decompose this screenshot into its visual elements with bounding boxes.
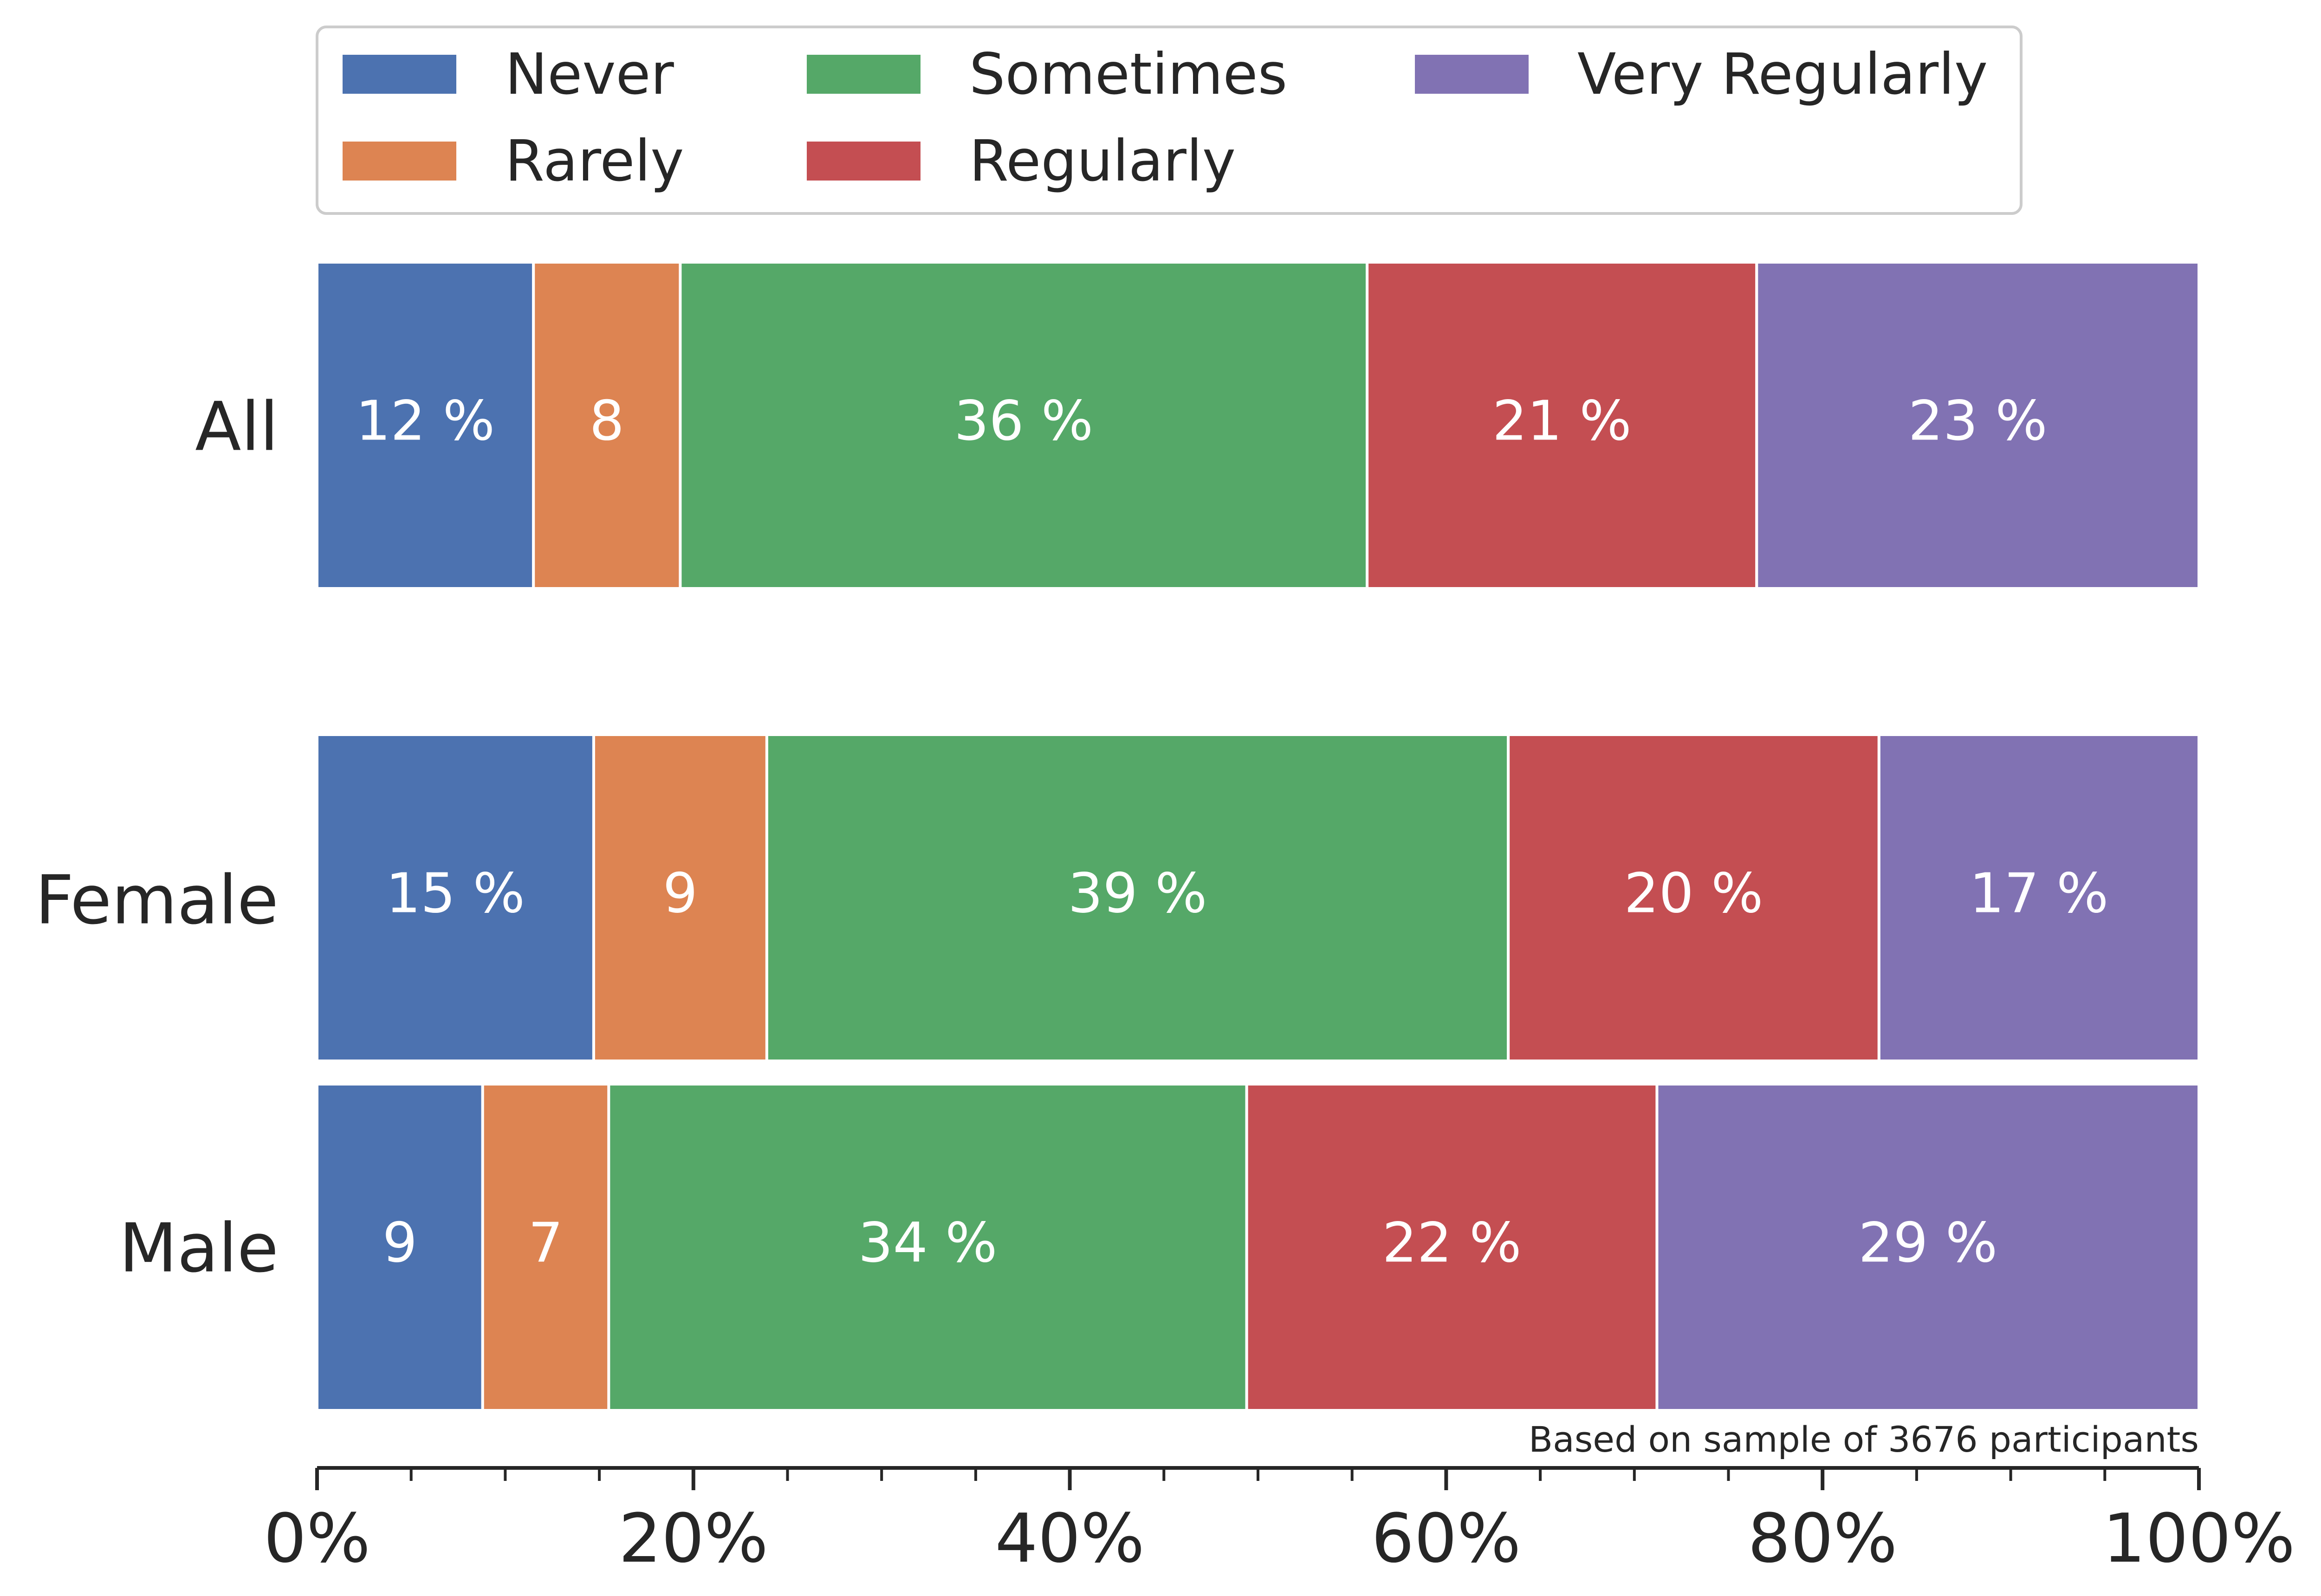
x-tick-label-100: 100% — [2103, 1499, 2295, 1578]
data-label-male-regularly: 22 % — [1382, 1211, 1522, 1275]
sample-note: Based on sample of 3676 participants — [1529, 1419, 2199, 1460]
bar-row-male: 9 7 34 % 22 % 29 % — [316, 1083, 2200, 1412]
data-label-male-sometimes: 34 % — [858, 1211, 998, 1275]
bar-segment-all-sometimes — [679, 261, 1369, 590]
legend-label-sometimes: Sometimes — [969, 41, 1287, 107]
bar-segment-all-regularly — [1366, 261, 1758, 590]
bar-segment-male-very-regularly — [1655, 1083, 2200, 1412]
bar-row-female: 15 % 9 39 % 20 % 17 % — [316, 733, 2201, 1062]
data-label-female-never: 15 % — [386, 861, 525, 925]
legend-swatch-sometimes — [807, 55, 921, 94]
legend-swatch-regularly — [807, 142, 921, 181]
x-tick-label-60: 60% — [1371, 1499, 1521, 1578]
legend-label-very-regularly: Very Regularly — [1577, 41, 1988, 107]
bar-segment-female-rarely — [592, 733, 768, 1062]
bar-segment-all-never — [316, 261, 535, 590]
data-label-female-rarely: 9 — [663, 861, 698, 925]
legend-frame — [316, 26, 2023, 215]
category-label-male: Male — [119, 1209, 279, 1288]
x-tick-label-80: 80% — [1748, 1499, 1897, 1578]
bar-segment-female-regularly — [1507, 733, 1880, 1062]
category-label-all: All — [195, 388, 279, 466]
legend-swatch-never — [343, 55, 456, 94]
bar-segment-all-rarely — [532, 261, 682, 590]
data-label-all-rarely: 8 — [590, 389, 624, 453]
category-label-female: Female — [35, 861, 279, 940]
bar-segment-female-sometimes — [765, 733, 1510, 1062]
legend: Never Rarely Sometimes Regularly Very Regula… — [316, 26, 2023, 215]
data-label-all-never: 12 % — [356, 389, 495, 453]
data-label-female-sometimes: 39 % — [1068, 861, 1207, 925]
data-label-all-regularly: 21 % — [1492, 389, 1632, 453]
legend-swatch-very-regularly — [1415, 55, 1529, 94]
bar-segment-male-never — [316, 1083, 484, 1412]
data-label-female-regularly: 20 % — [1624, 861, 1763, 925]
bar-segment-male-rarely — [481, 1083, 610, 1412]
data-label-all-sometimes: 36 % — [954, 389, 1093, 453]
x-axis: 0% 20% 40% 60% 80% 100% — [264, 1466, 2295, 1578]
data-label-male-very-regularly: 29 % — [1858, 1211, 1997, 1275]
bar-segment-female-never — [316, 733, 595, 1062]
data-label-male-never: 9 — [383, 1211, 417, 1275]
data-label-male-rarely: 7 — [528, 1211, 563, 1275]
legend-label-regularly: Regularly — [969, 128, 1236, 194]
legend-label-never: Never — [505, 41, 674, 107]
bar-segment-male-sometimes — [607, 1083, 1248, 1412]
x-tick-label-40: 40% — [995, 1499, 1144, 1578]
data-label-female-very-regularly: 17 % — [1970, 861, 2109, 925]
legend-swatch-rarely — [343, 142, 456, 181]
data-label-all-very-regularly: 23 % — [1908, 389, 2048, 453]
x-tick-label-20: 20% — [619, 1499, 768, 1578]
bar-segment-male-regularly — [1245, 1083, 1659, 1412]
bar-segment-female-very-regularly — [1877, 733, 2201, 1062]
bar-segment-all-very-regularly — [1755, 261, 2201, 590]
category-labels: All Female Male — [35, 388, 279, 1288]
bar-row-all: 12 % 8 36 % 21 % 23 % — [316, 261, 2201, 590]
bars: 12 % 8 36 % 21 % 23 % 15 % 9 39 % 20 % 17 % 9 7 34 %… — [316, 261, 2201, 1412]
x-tick-label-0: 0% — [264, 1499, 370, 1578]
legend-label-rarely: Rarely — [505, 128, 684, 194]
